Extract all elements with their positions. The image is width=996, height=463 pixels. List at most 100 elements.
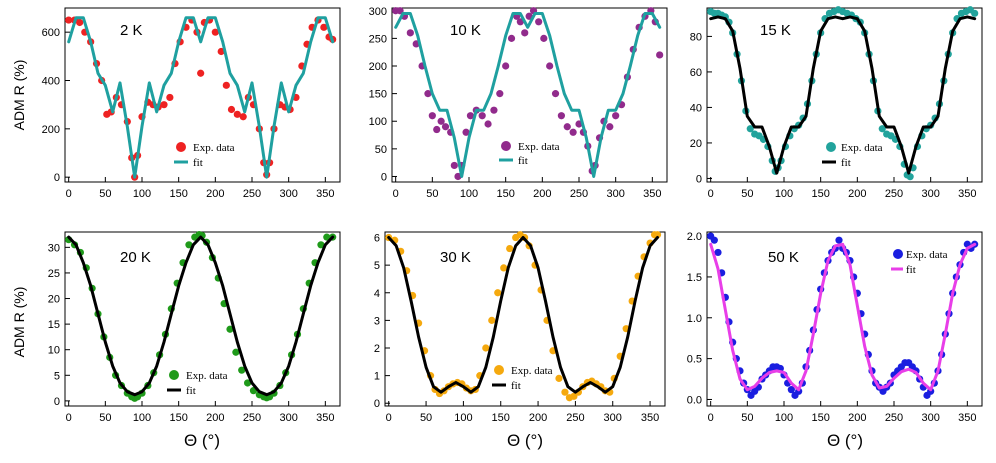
data-point [317,241,325,249]
temperature-label: 15 K [760,22,791,39]
legend-fit-label: fit [518,155,528,167]
x-tick-label: 150 [496,188,514,200]
x-tick-label: 150 [169,188,187,200]
legend-fit-label: fit [511,380,521,392]
y-tick-label: 4 [374,288,380,300]
data-point [490,106,498,114]
plot-marks: 0 50 100 150 200 250 300 350 0 200 400 600 [42,16,337,200]
data-point [546,62,554,70]
data-point [555,374,563,382]
fit-line [709,15,977,175]
y-tick-label: 5 [54,370,60,382]
data-point [710,236,718,244]
panel-2k: 2 K ADM R (%) 0 50 100 150 200 250 300 350 0 200 4… [11,7,341,200]
x-tick-label: 100 [775,412,793,424]
x-tick-label: 100 [460,188,478,200]
x-tick-label: 100 [454,412,472,424]
x-tick-label: 150 [492,412,510,424]
data-point [454,172,462,181]
plot-marks: 0 50 100 150 200 250 300 350 0.0 0.5 1.0 1.5 2.0 [687,231,979,424]
plot-marks: 0 50 100 150 200 250 300 350 0 20 40 60 80 [690,6,979,200]
x-tick-label: 200 [206,412,224,424]
legend-data-marker [169,370,179,380]
y-tick-label: 300 [369,6,387,18]
data-point [561,388,569,396]
data-point [428,112,436,120]
x-tick-label: 250 [566,412,584,424]
x-tick-label: 250 [570,188,588,200]
data-point [462,128,470,136]
data-point [500,264,508,272]
data-point [232,348,240,356]
data-point [197,69,205,77]
x-tick-label: 250 [885,188,903,200]
fit-line [387,236,659,394]
y-tick-label: 10 [48,345,60,357]
data-point [437,117,445,125]
data-point [226,325,234,333]
temperature-label: 50 K [768,249,799,266]
legend-data-label: Exp. data [841,142,883,154]
y-tick-label: 50 [375,144,387,156]
fit-line [709,242,977,392]
y-tick-label: 1.5 [687,272,702,284]
legend: Exp. data fit [492,365,553,392]
data-point [166,93,174,102]
x-tick-label: 150 [169,412,187,424]
data-point [239,113,247,121]
x-tick-label: 350 [316,188,334,200]
plot-frame [706,231,983,407]
legend-fit-label: fit [186,385,196,397]
plot-frame [706,7,983,183]
legend: Exp. data fit [822,142,883,169]
x-tick-label: 300 [279,188,297,200]
x-tick-label: 200 [206,188,224,200]
x-tick-label: 150 [811,188,829,200]
x-tick-label: 200 [533,188,551,200]
plot-marks: 0 50 100 150 200 250 300 350 0 50 100 150 200 250 300 [369,6,664,200]
y-tick-label: 3 [374,315,380,327]
y-tick-label: 20 [48,294,60,306]
legend: Exp. data fit [167,370,228,397]
data-point [714,248,722,257]
legend-data-marker [893,249,903,259]
data-point [484,120,492,128]
y-tick-label: 0 [54,396,60,408]
y-tick-label: 400 [42,76,60,88]
y-tick-label: 30 [48,242,60,254]
x-tick-label: 0 [386,412,392,424]
y-tick-label: 1 [374,371,380,383]
data-point [835,236,843,244]
temperature-label: 20 K [120,249,151,266]
plot-frame [64,231,341,407]
y-tick-label: 15 [48,319,60,331]
data-point [502,62,510,70]
temperature-label: 2 K [120,22,143,39]
legend: Exp. data fit [499,141,560,167]
x-tick-label: 250 [243,188,261,200]
x-tick-label: 0 [393,188,399,200]
legend-data-marker [826,142,836,152]
data-point [906,173,914,181]
x-tick-label: 200 [848,188,866,200]
panel-30k: 30 K Θ (°) 0 50 100 150 200 250 300 3500123456 … [374,231,666,450]
data-point [450,161,458,170]
data-point [65,16,73,24]
y-tick-label: 80 [690,31,702,43]
legend-data-marker [501,141,511,151]
x-tick-label: 300 [604,412,622,424]
x-tick-label: 0 [708,188,714,200]
y-tick-label: 150 [369,89,387,101]
x-axis-label: Θ (°) [827,431,863,450]
x-axis-label: Θ (°) [184,431,220,450]
legend-data-label: Exp. data [186,370,228,382]
x-tick-label: 200 [848,412,866,424]
x-tick-label: 150 [811,412,829,424]
y-tick-label: 5 [374,260,380,272]
data-point [233,110,241,118]
x-tick-label: 200 [529,412,547,424]
data-point [433,125,441,134]
x-axis-label: Θ (°) [507,431,543,450]
x-tick-label: 0 [66,412,72,424]
